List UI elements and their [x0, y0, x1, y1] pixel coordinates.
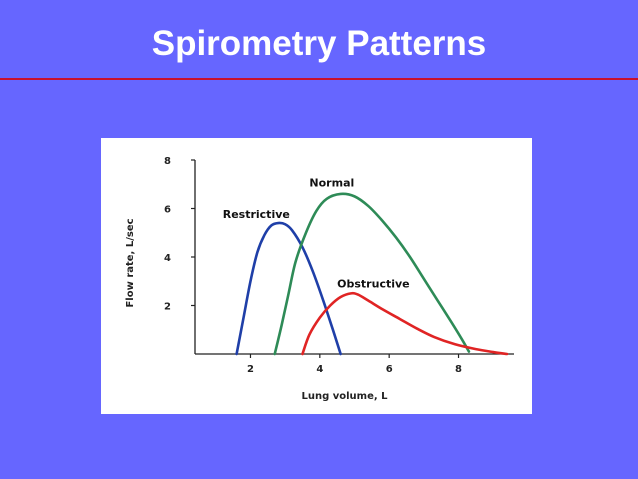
x-tick-label-8: 8	[455, 364, 462, 375]
x-axis-label: Lung volume, L	[301, 391, 388, 402]
y-axis-label: Flow rate, L/sec	[125, 218, 136, 307]
chart-panel: 2 4 6 8 2 4 6 8 Lung volume, L Flow rate, L/sec Re…	[101, 138, 532, 414]
series-label-normal: Normal	[309, 177, 354, 190]
y-tick-label-6: 6	[164, 205, 171, 216]
series-line-obstructive	[301, 291, 509, 356]
y-tick-label-2: 2	[164, 302, 171, 313]
slide-title: Spirometry Patterns	[151, 24, 487, 63]
series-line-restrictive	[235, 221, 342, 356]
y-tick-label-8: 8	[164, 156, 171, 167]
series-label-obstructive: Obstructive	[337, 277, 409, 290]
x-tick-label-2: 2	[247, 364, 254, 375]
y-tick-label-4: 4	[164, 253, 171, 264]
series-label-restrictive: Restrictive	[223, 208, 290, 221]
x-tick-label-4: 4	[316, 364, 323, 375]
spirometry-chart: 2 4 6 8 2 4 6 8 Lung volume, L Flow rate, L/sec Re…	[125, 156, 514, 402]
series-line-normal	[273, 192, 471, 356]
title-divider	[0, 78, 638, 80]
x-tick-label-6: 6	[386, 364, 393, 375]
